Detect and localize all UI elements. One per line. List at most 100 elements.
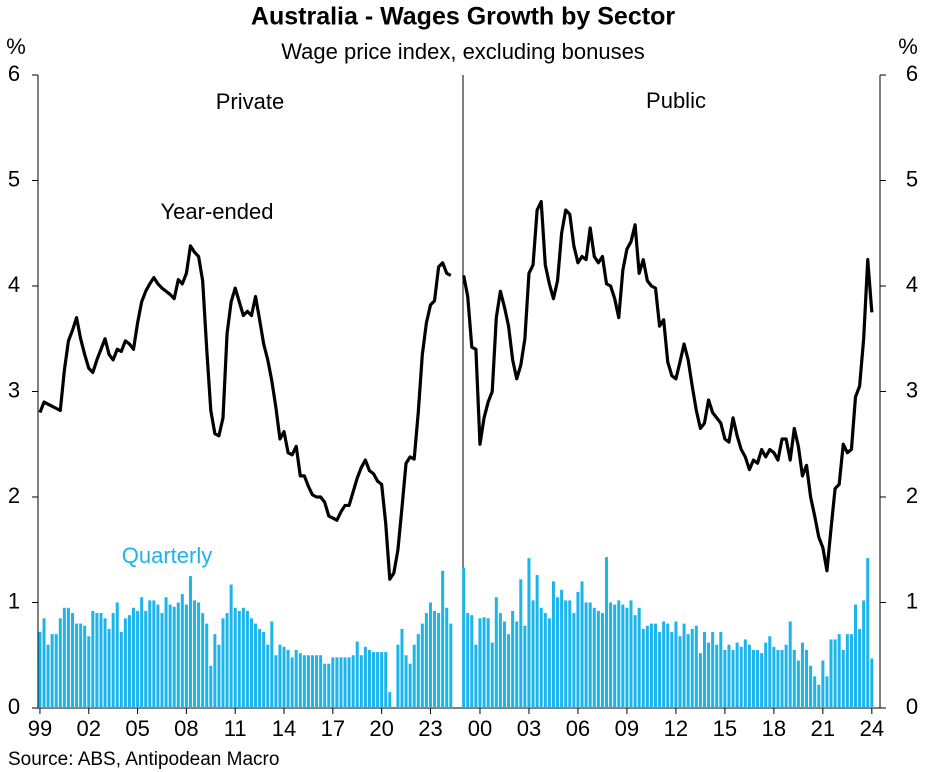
bar: [670, 632, 674, 708]
y-tick-label: 4: [8, 272, 20, 297]
x-tick-label: 09: [615, 716, 639, 741]
y-tick-label: 3: [8, 377, 20, 402]
bar: [376, 652, 380, 708]
y-tick-label: 0: [8, 694, 20, 719]
bar: [515, 621, 519, 708]
bar: [862, 600, 866, 708]
bar: [184, 604, 188, 708]
bar: [625, 607, 629, 708]
bar: [201, 613, 205, 708]
bar: [841, 649, 845, 708]
bar: [837, 634, 841, 708]
x-tick-label: 11: [224, 716, 247, 741]
bar: [739, 646, 743, 708]
bar: [262, 632, 266, 708]
bar: [400, 628, 404, 708]
bar: [115, 602, 119, 708]
bar: [193, 600, 197, 708]
bar: [441, 570, 445, 708]
y-tick-label: 4: [906, 272, 918, 297]
bar: [653, 623, 658, 708]
bar: [674, 621, 678, 708]
bar: [694, 625, 698, 708]
x-tick-label: 12: [664, 716, 688, 741]
x-tick-label: 20: [369, 716, 393, 741]
bar: [817, 684, 821, 708]
bar: [780, 649, 784, 708]
bar: [58, 618, 62, 708]
bar: [482, 617, 486, 708]
bar: [539, 607, 543, 708]
bar: [66, 607, 70, 708]
bar: [707, 642, 711, 708]
y-tick-label: 5: [906, 166, 918, 191]
bar: [666, 623, 670, 708]
bar: [388, 692, 392, 708]
bar: [254, 623, 258, 708]
bar: [302, 655, 306, 708]
chart-title: Australia - Wages Growth by Sector: [251, 3, 675, 31]
bar: [347, 657, 351, 708]
bar: [605, 557, 609, 708]
bar: [751, 649, 755, 708]
bar: [107, 628, 111, 708]
bar: [103, 618, 107, 708]
y-tick-label: 6: [8, 61, 20, 86]
bar: [335, 657, 339, 708]
bar: [270, 621, 274, 708]
bar: [768, 636, 772, 708]
series-label: Quarterly: [122, 543, 212, 568]
bar: [784, 644, 788, 708]
bar: [91, 610, 95, 708]
bar: [286, 649, 290, 708]
x-tick-label: 21: [811, 716, 835, 741]
bar: [148, 600, 152, 708]
panel-label: Public: [646, 88, 706, 113]
bar: [617, 600, 621, 708]
bar: [294, 649, 298, 708]
bar: [727, 644, 731, 708]
line: [462, 200, 874, 573]
bar: [645, 625, 649, 708]
x-tick-label: 05: [125, 716, 149, 741]
bar: [682, 623, 686, 708]
bar: [75, 623, 79, 708]
y-tick-label: 1: [906, 588, 918, 613]
bar: [258, 628, 262, 708]
bar: [560, 589, 564, 708]
bar: [164, 597, 168, 708]
bar: [298, 653, 302, 708]
bar: [437, 613, 441, 708]
y-tick-label: 3: [906, 377, 918, 402]
y-tick-label: 0: [906, 694, 918, 719]
bar: [731, 649, 735, 708]
bar: [367, 649, 371, 708]
bar: [760, 653, 764, 708]
bar: [449, 623, 453, 708]
bar: [809, 665, 813, 708]
x-tick-label: 24: [860, 716, 884, 741]
bar: [408, 663, 412, 708]
bar: [735, 642, 739, 708]
bar: [490, 642, 494, 708]
bar: [95, 613, 99, 708]
bar: [433, 610, 437, 708]
bar: [412, 644, 416, 708]
panel-label: Private: [216, 89, 284, 114]
bar: [205, 623, 209, 708]
bar: [474, 644, 478, 708]
x-tick-label: 14: [272, 716, 296, 741]
x-tick-label: 02: [77, 716, 101, 741]
bar: [551, 581, 555, 708]
bar: [564, 600, 568, 708]
bar: [355, 641, 359, 708]
bar: [237, 610, 241, 708]
bar: [743, 639, 747, 708]
bar: [702, 632, 706, 708]
series-label: Year-ended: [161, 199, 274, 224]
bar: [723, 649, 727, 708]
bar: [576, 591, 580, 708]
bar: [87, 636, 91, 708]
bar: [310, 655, 314, 708]
bar: [119, 632, 123, 708]
